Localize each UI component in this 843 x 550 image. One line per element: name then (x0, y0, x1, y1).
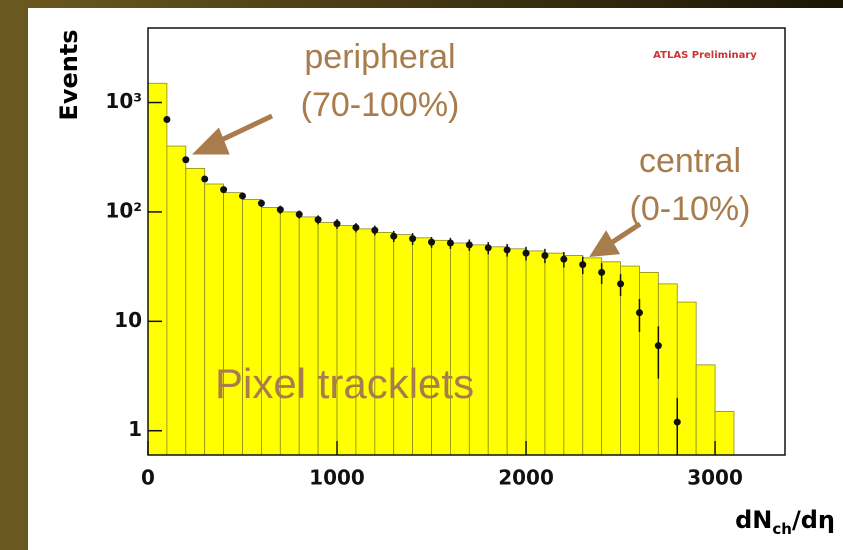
bar (450, 242, 470, 455)
plot-area (148, 82, 735, 455)
bar (544, 252, 565, 455)
bar (714, 411, 735, 455)
data-point (598, 268, 606, 276)
x-tick-label: 0 (141, 466, 155, 490)
bar (412, 237, 432, 455)
bar (563, 255, 584, 455)
bar (639, 272, 659, 455)
data-point (673, 418, 681, 426)
x-axis-label: dNch/dη (735, 506, 835, 538)
bar (601, 261, 621, 455)
bar (261, 207, 281, 455)
data-point (295, 210, 303, 218)
bar (355, 228, 376, 455)
data-point (182, 156, 190, 164)
data-point (371, 226, 379, 234)
bar (298, 216, 319, 455)
y-tick-label: 10² (105, 198, 142, 222)
bar (506, 248, 527, 455)
data-point (239, 192, 247, 200)
data-point (428, 238, 436, 246)
annotation: central (639, 142, 741, 180)
arrowhead (589, 230, 621, 257)
bar (695, 364, 716, 455)
bar (657, 283, 678, 455)
arrowhead (191, 127, 230, 155)
annotation: peripheral (304, 38, 455, 76)
annotation: (0-10%) (630, 190, 751, 228)
x-tick-label: 2000 (498, 466, 554, 490)
bar (166, 145, 187, 455)
frame (147, 27, 786, 456)
data-point (409, 235, 417, 243)
data-point (541, 251, 549, 259)
bar (317, 222, 338, 455)
bar (185, 167, 206, 455)
data-point (390, 232, 398, 240)
y-tick-label: 1 (128, 417, 142, 441)
annotation: (70-100%) (301, 86, 460, 124)
y-tick-label: 10³ (105, 89, 142, 113)
arrows (191, 113, 642, 257)
annotation: Pixel tracklets (215, 360, 474, 407)
x-label-part: dN (735, 506, 772, 534)
data-point (484, 244, 492, 252)
bar (620, 265, 640, 455)
bar (468, 244, 489, 455)
badge: ATLAS Preliminary (653, 50, 757, 61)
data-point (635, 309, 643, 317)
bar (279, 211, 300, 455)
bar (242, 199, 262, 455)
bar (374, 231, 395, 455)
bar (336, 225, 357, 455)
bar (204, 183, 225, 455)
data-point (560, 255, 568, 263)
data-point (314, 216, 322, 224)
x-label-part: /dη (792, 506, 835, 534)
arrow (213, 113, 274, 146)
data-point (201, 175, 209, 183)
data-point (446, 239, 454, 247)
bar (525, 250, 546, 455)
y-tick-label: 10 (114, 308, 142, 332)
bar (148, 82, 168, 455)
data-point (163, 115, 171, 123)
bar (487, 246, 508, 455)
data-point (333, 220, 341, 228)
x-tick-label: 3000 (687, 466, 743, 490)
bar (431, 239, 451, 455)
data-point (579, 261, 587, 269)
arrow (606, 221, 642, 248)
bar (676, 301, 697, 455)
y-axis-label: Events (55, 29, 83, 120)
x-tick-label: 1000 (309, 466, 365, 490)
data-point (503, 246, 511, 254)
data-point (654, 342, 662, 350)
bar (223, 192, 243, 455)
x-label-part: ch (772, 520, 792, 538)
data-point (220, 186, 228, 194)
data-point (257, 199, 265, 207)
data-point (465, 241, 473, 249)
data-point (352, 224, 360, 232)
data-point (522, 249, 530, 257)
bar (582, 257, 603, 455)
data-point (617, 280, 625, 288)
data-point (276, 206, 284, 214)
bar (393, 234, 414, 455)
